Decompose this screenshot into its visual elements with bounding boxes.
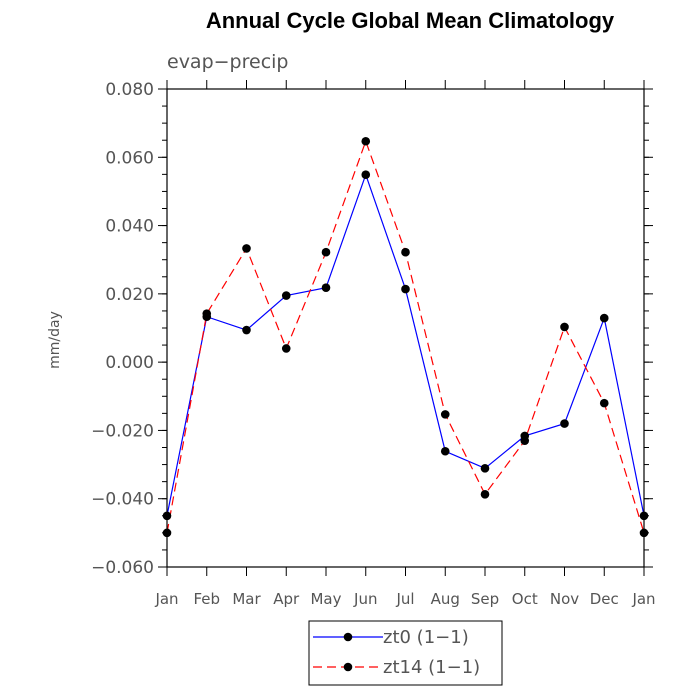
data-point-s0-11 [599, 313, 609, 323]
data-point-s0-7 [440, 446, 450, 456]
y-tick-label: −0.040 [91, 490, 154, 510]
legend: zt0 (1−1) zt14 (1−1) [308, 620, 503, 686]
legend-label-1: zt14 (1−1) [383, 657, 480, 678]
legend-box [308, 620, 503, 686]
y-tick-label: −0.060 [91, 558, 154, 578]
plot-frame [166, 88, 645, 568]
x-tick-label: Jan [631, 590, 655, 608]
data-point-s1-2 [242, 244, 251, 253]
data-point-s1-11 [599, 398, 609, 408]
series-line-1 [166, 139, 645, 534]
x-tick-label: Feb [193, 590, 220, 608]
y-tick-label: −0.020 [91, 421, 154, 441]
y-tick-label: 0.060 [105, 148, 154, 168]
data-point-s0-2 [242, 325, 251, 335]
data-point-s1-10 [560, 322, 569, 332]
tick-layer: −0.060 −0.040 −0.020 0.000 0.020 0.040 0.060 0.… [91, 80, 656, 608]
series-line-0 [166, 172, 645, 516]
data-point-s0-5 [361, 170, 371, 179]
series-layer [162, 136, 649, 538]
data-point-s1-9 [520, 436, 530, 445]
data-point-s0-3 [281, 291, 291, 300]
legend-marker-0 [343, 632, 353, 642]
chart-subtitle: evap−precip [167, 51, 289, 73]
x-tick-label: Apr [273, 590, 300, 608]
y-tick-label: 0.040 [105, 217, 154, 237]
data-point-s0-10 [560, 419, 569, 428]
data-point-s1-3 [281, 344, 291, 353]
x-tick-label: Sep [471, 590, 499, 608]
data-point-s0-8 [480, 464, 490, 473]
y-tick-label: 0.000 [105, 353, 154, 373]
data-point-s1-1 [202, 309, 212, 318]
y-tick-label: 0.080 [105, 80, 154, 100]
data-point-s1-7 [440, 410, 450, 419]
x-tick-label: Aug [431, 590, 460, 608]
data-point-s1-6 [401, 247, 410, 257]
x-tick-label: Jan [154, 590, 178, 608]
legend-marker-1 [343, 662, 353, 672]
y-tick-label: 0.020 [105, 285, 154, 305]
x-tick-label: Jul [395, 590, 414, 608]
legend-label-0: zt0 (1−1) [383, 627, 469, 648]
y-axis-label: mm/day [47, 311, 63, 369]
x-tick-label: Nov [550, 590, 579, 608]
x-tick-label: Mar [232, 590, 261, 608]
x-tick-label: Oct [512, 590, 538, 608]
data-point-s1-8 [480, 489, 490, 499]
chart-title: Annual Cycle Global Mean Climatology [205, 8, 615, 33]
data-point-s1-5 [361, 136, 371, 146]
data-point-s0-4 [321, 283, 331, 293]
x-tick-label: May [310, 590, 341, 608]
x-tick-label: Dec [590, 590, 619, 608]
data-point-s0-6 [401, 284, 410, 294]
data-point-s1-4 [321, 247, 331, 257]
x-tick-label: Jun [353, 590, 377, 608]
